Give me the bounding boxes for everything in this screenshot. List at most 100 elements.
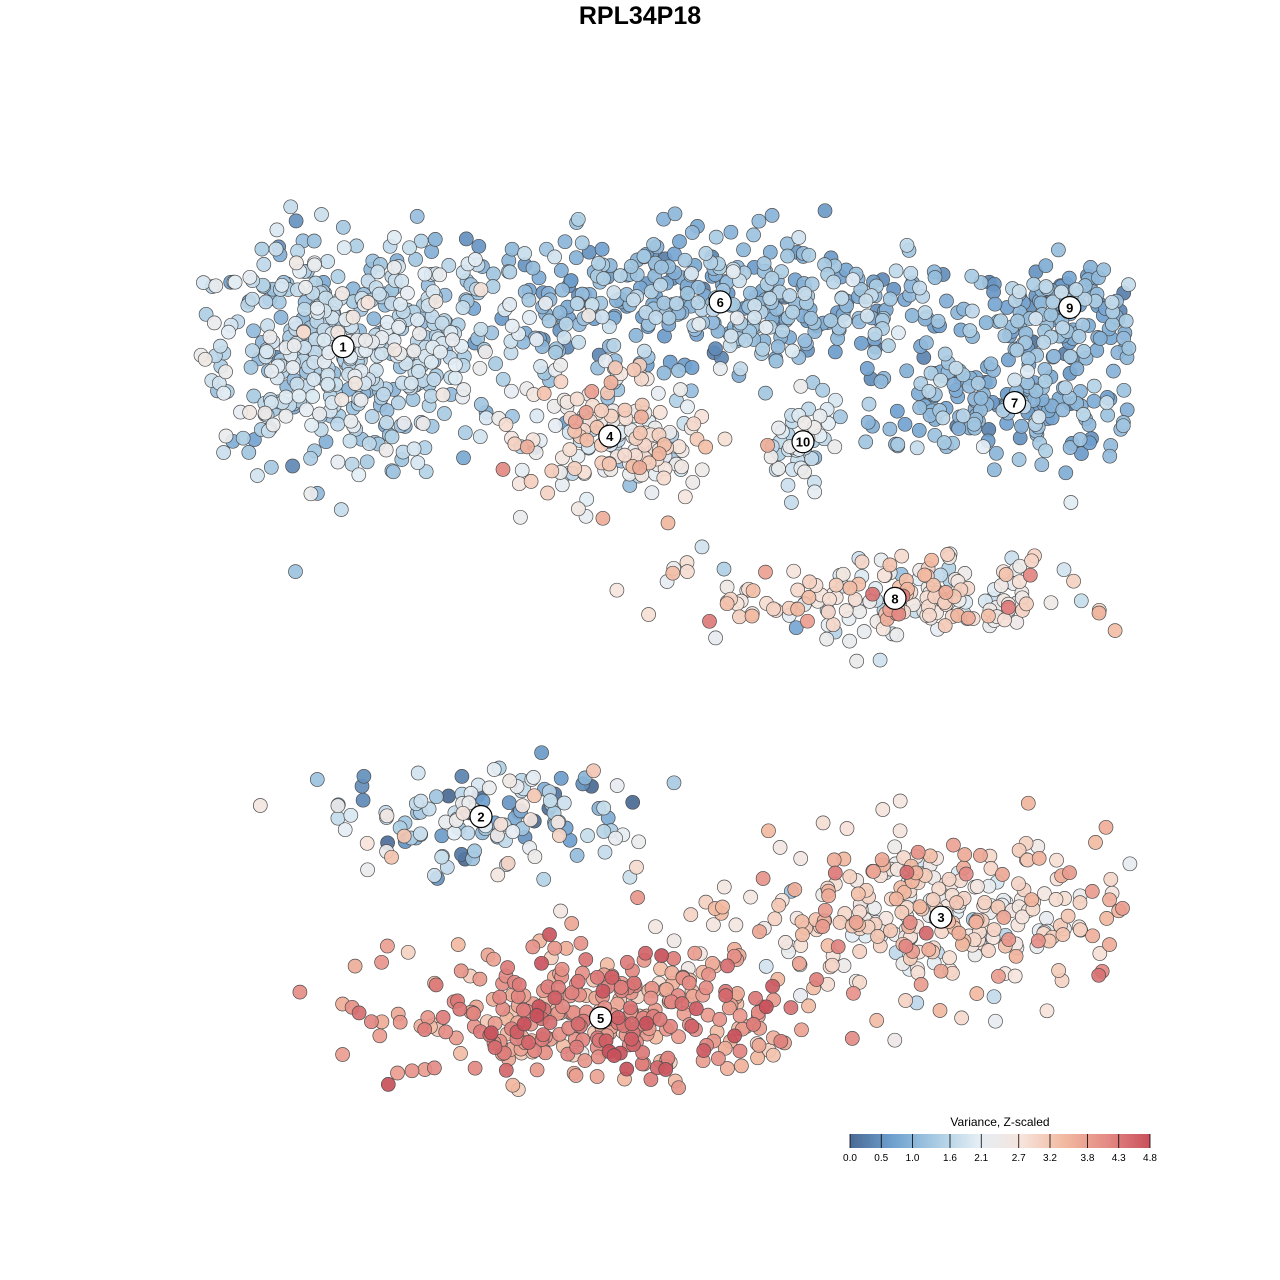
data-point — [265, 417, 281, 433]
data-point — [359, 454, 375, 470]
data-point — [434, 849, 450, 865]
data-point — [534, 955, 549, 971]
data-point — [1086, 393, 1102, 409]
data-point — [579, 432, 595, 448]
data-point — [529, 1008, 545, 1023]
data-point — [867, 345, 882, 360]
data-point — [1055, 320, 1070, 336]
data-point — [438, 1024, 454, 1040]
data-point — [684, 360, 700, 375]
data-point — [335, 1047, 350, 1062]
data-point — [504, 241, 520, 257]
data-point — [1061, 270, 1077, 286]
data-point — [535, 1027, 551, 1043]
data-point — [264, 363, 279, 379]
data-point — [1098, 819, 1114, 835]
data-point — [780, 477, 796, 493]
data-point — [708, 341, 723, 357]
data-point — [708, 229, 724, 245]
data-point — [899, 363, 915, 379]
data-point — [785, 343, 800, 359]
data-point — [656, 365, 672, 381]
data-point — [822, 591, 837, 607]
data-point — [960, 610, 976, 626]
data-point — [254, 241, 270, 257]
data-point — [594, 309, 610, 325]
data-point — [993, 313, 1009, 329]
data-point — [213, 338, 228, 354]
data-point — [609, 582, 625, 598]
data-point — [256, 257, 272, 272]
data-point — [854, 335, 869, 351]
data-point — [335, 219, 351, 235]
data-point — [856, 624, 872, 639]
data-point — [744, 608, 760, 624]
data-point — [1058, 465, 1074, 481]
data-point — [758, 564, 773, 580]
data-point — [632, 460, 648, 476]
data-point — [1007, 968, 1023, 984]
data-point — [711, 1051, 726, 1066]
data-point — [218, 364, 233, 380]
data-point — [456, 382, 472, 397]
data-point — [411, 364, 426, 379]
data-point — [652, 1012, 668, 1027]
data-point — [1009, 342, 1025, 358]
data-point — [902, 915, 918, 930]
data-point — [437, 406, 452, 421]
data-point — [988, 1013, 1003, 1029]
data-point — [654, 259, 669, 275]
chart-title: RPL34P18 — [578, 2, 702, 30]
data-point — [930, 313, 946, 329]
data-point — [701, 967, 716, 983]
cluster-label: 4 — [606, 429, 614, 444]
data-point — [815, 919, 831, 934]
data-point — [296, 324, 311, 340]
data-point — [379, 415, 394, 430]
data-point — [297, 301, 312, 317]
data-point — [390, 1065, 405, 1081]
data-point — [364, 1014, 379, 1030]
data-point — [353, 392, 369, 408]
data-point — [791, 956, 807, 971]
data-point — [327, 296, 343, 312]
data-point — [623, 1000, 638, 1016]
data-point — [410, 312, 425, 328]
data-point — [852, 944, 868, 959]
data-point — [633, 409, 649, 425]
data-point — [685, 474, 701, 490]
data-point — [793, 988, 808, 1003]
data-point — [427, 1060, 442, 1076]
data-point — [392, 1014, 408, 1030]
data-point — [738, 332, 753, 348]
data-point — [995, 867, 1010, 882]
data-point — [874, 852, 890, 868]
data-point — [243, 359, 259, 375]
cluster-label: 8 — [891, 591, 898, 606]
cluster-label: 10 — [796, 435, 810, 450]
data-point — [747, 310, 762, 325]
data-point — [684, 225, 700, 240]
data-point — [1062, 349, 1078, 364]
legend-color-bar — [850, 1134, 1150, 1148]
data-point — [716, 879, 732, 895]
data-point — [729, 310, 745, 326]
data-point — [750, 1050, 765, 1066]
data-point — [1031, 850, 1047, 866]
data-point — [924, 552, 939, 568]
data-point — [720, 1061, 735, 1076]
data-point — [448, 357, 463, 373]
data-point — [278, 408, 294, 424]
data-point — [259, 344, 274, 359]
data-point — [946, 837, 961, 853]
data-point — [1115, 900, 1130, 916]
data-point — [650, 385, 666, 401]
data-point — [824, 957, 840, 973]
data-point — [400, 944, 416, 960]
data-point — [534, 745, 549, 761]
data-point — [1001, 600, 1016, 615]
data-point — [433, 344, 448, 360]
data-point — [1046, 349, 1062, 364]
data-point — [866, 864, 881, 879]
cluster-label-marker — [331, 335, 355, 359]
